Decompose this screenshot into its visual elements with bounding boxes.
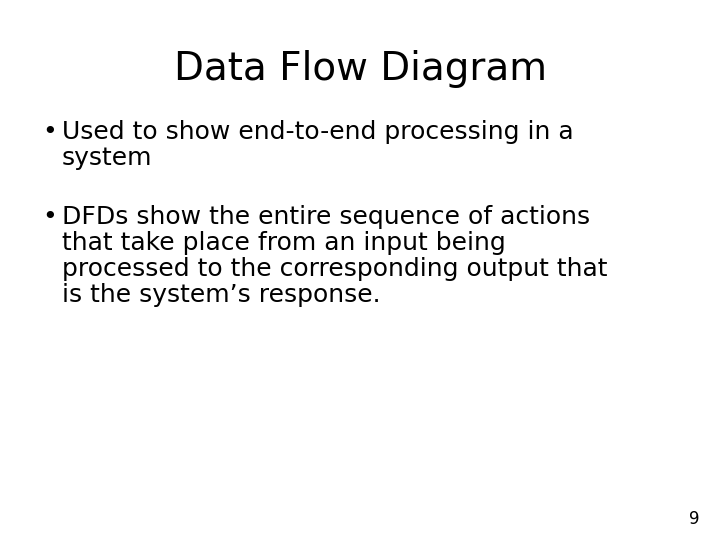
Text: Data Flow Diagram: Data Flow Diagram [174,50,546,88]
Text: that take place from an input being: that take place from an input being [62,231,505,255]
Text: is the system’s response.: is the system’s response. [62,283,381,307]
Text: •: • [42,205,57,229]
Text: DFDs show the entire sequence of actions: DFDs show the entire sequence of actions [62,205,590,229]
Text: system: system [62,146,153,170]
Text: 9: 9 [690,510,700,528]
Text: Used to show end-to-end processing in a: Used to show end-to-end processing in a [62,120,574,144]
Text: processed to the corresponding output that: processed to the corresponding output th… [62,257,608,281]
Text: •: • [42,120,57,144]
